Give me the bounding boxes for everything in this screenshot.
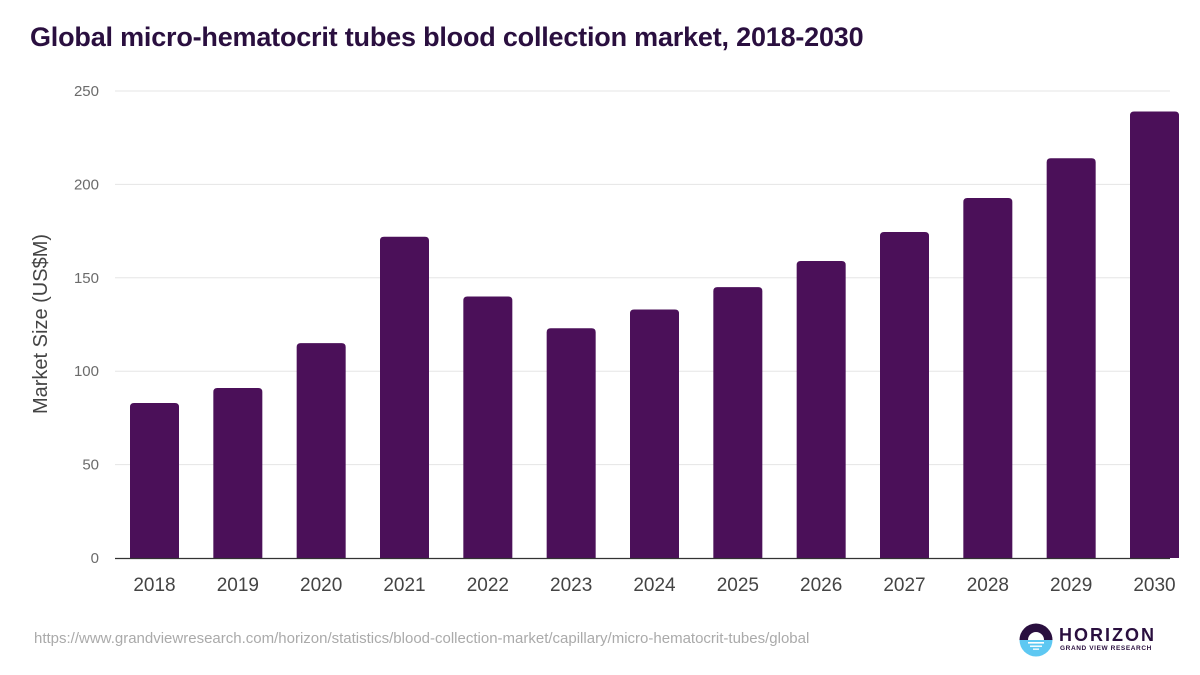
x-axis-ticks: 2018 2019 2020 2021 2022 2023 2024 2025 2026 2027… [133, 575, 1175, 596]
y-tick-label: 150 [74, 270, 99, 287]
y-tick-label: 100 [74, 363, 99, 380]
bar-2024[interactable] [630, 309, 679, 558]
bar-2022[interactable] [463, 296, 513, 558]
x-tick-label: 2030 [1133, 575, 1175, 596]
bar-2026[interactable] [796, 260, 846, 558]
x-tick-label: 2028 [967, 575, 1009, 596]
x-tick-label: 2023 [550, 575, 592, 596]
horizon-logo-icon [1019, 623, 1053, 657]
bar-2018[interactable] [130, 402, 179, 558]
x-tick-label: 2019 [217, 575, 259, 596]
source-url[interactable]: https://www.grandviewresearch.com/horizo… [34, 630, 810, 647]
x-tick-label: 2020 [300, 575, 342, 596]
bar-2029[interactable] [1046, 158, 1096, 559]
bar-2030[interactable] [1130, 111, 1179, 558]
y-tick-label: 200 [74, 176, 99, 193]
x-tick-label: 2027 [883, 575, 925, 596]
bar-2023[interactable] [546, 328, 596, 558]
x-tick-label: 2018 [133, 575, 175, 596]
x-tick-label: 2029 [1050, 575, 1092, 596]
y-axis-title: Market Size (US$M) [30, 234, 52, 414]
x-tick-label: 2021 [383, 575, 425, 596]
y-tick-label: 50 [82, 457, 99, 474]
bar-2027[interactable] [880, 232, 929, 558]
bar-2025[interactable] [713, 287, 763, 558]
x-tick-label: 2024 [633, 575, 676, 596]
y-axis-ticks: 0 50 100 150 200 250 [74, 83, 99, 567]
chart-title: Global micro-hematocrit tubes blood coll… [30, 22, 864, 52]
y-tick-label: 0 [91, 550, 99, 567]
logo-wordmark: HORIZON [1059, 625, 1156, 645]
x-tick-label: 2022 [467, 575, 509, 596]
bars [130, 111, 1179, 559]
bar-2021[interactable] [380, 236, 429, 559]
logo-subtitle: GRAND VIEW RESEARCH [1060, 645, 1152, 652]
bar-2019[interactable] [213, 388, 263, 558]
bar-2020[interactable] [296, 343, 346, 558]
x-tick-label: 2026 [800, 575, 842, 596]
y-tick-label: 250 [74, 83, 99, 100]
bar-2028[interactable] [963, 198, 1013, 558]
horizon-logo: HORIZON GRAND VIEW RESEARCH [1019, 623, 1154, 657]
x-tick-label: 2025 [717, 575, 759, 596]
